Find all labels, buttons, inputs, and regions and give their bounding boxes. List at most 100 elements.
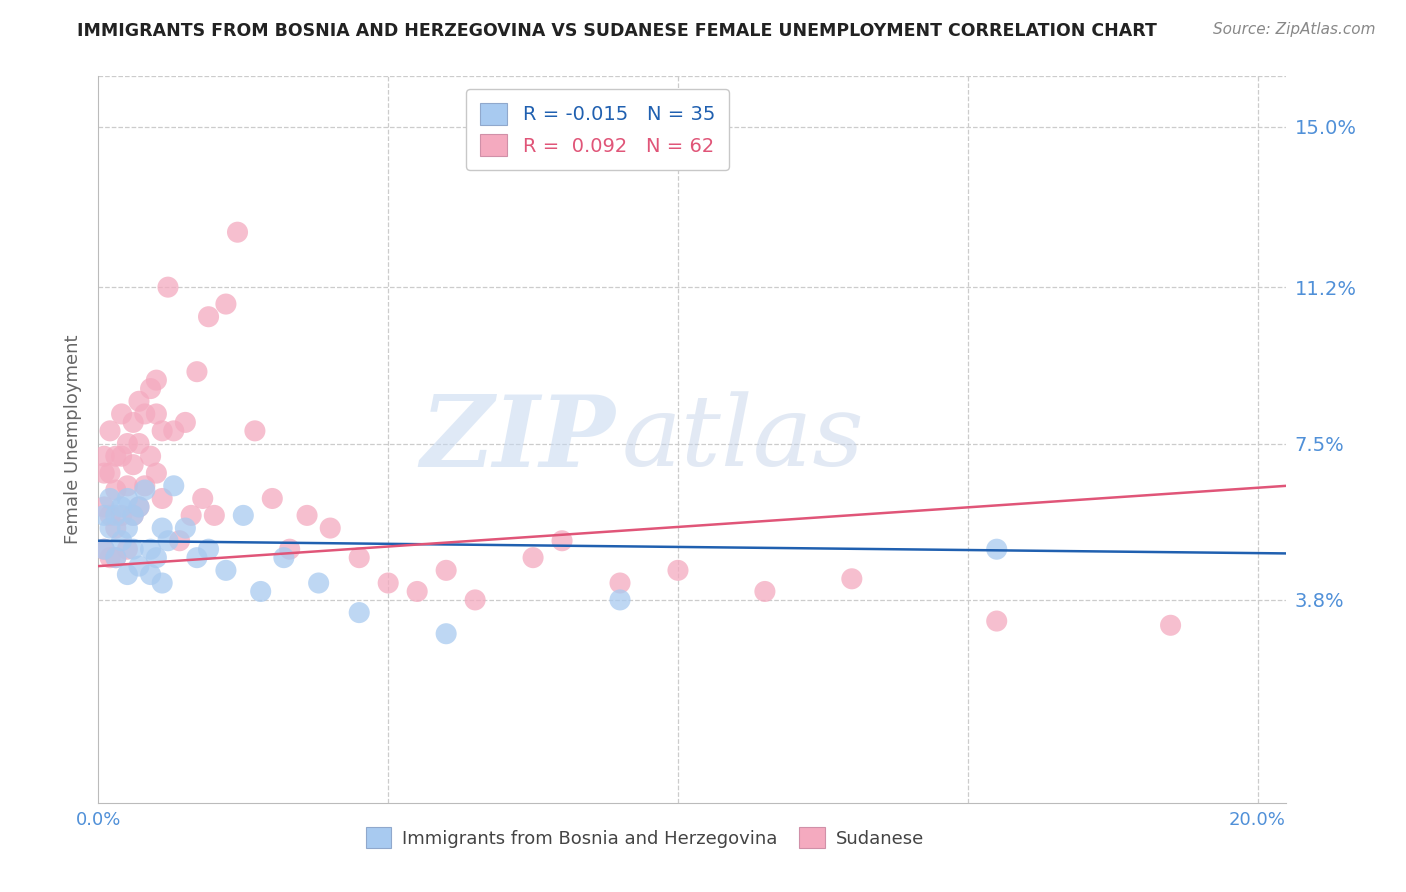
Point xyxy=(295,508,318,523)
Point xyxy=(145,466,167,480)
Point xyxy=(197,310,219,324)
Point xyxy=(156,280,179,294)
Point xyxy=(150,491,173,506)
Point xyxy=(104,449,127,463)
Point xyxy=(202,508,225,523)
Point xyxy=(186,550,208,565)
Point xyxy=(464,593,486,607)
Point xyxy=(139,382,162,396)
Point xyxy=(197,542,219,557)
Point xyxy=(104,483,127,497)
Text: IMMIGRANTS FROM BOSNIA AND HERZEGOVINA VS SUDANESE FEMALE UNEMPLOYMENT CORRELATI: IMMIGRANTS FROM BOSNIA AND HERZEGOVINA V… xyxy=(77,22,1157,40)
Point xyxy=(150,521,173,535)
Point xyxy=(117,542,139,557)
Point xyxy=(249,584,271,599)
Point xyxy=(139,542,162,557)
Point xyxy=(215,297,238,311)
Point xyxy=(122,508,145,523)
Point xyxy=(128,500,150,514)
Point xyxy=(156,533,179,548)
Point xyxy=(98,466,121,480)
Point xyxy=(226,225,249,239)
Point xyxy=(110,449,132,463)
Point xyxy=(232,508,254,523)
Point xyxy=(104,550,127,565)
Point xyxy=(174,521,197,535)
Point xyxy=(98,550,121,565)
Point xyxy=(139,567,162,582)
Point xyxy=(122,458,145,472)
Point xyxy=(117,567,139,582)
Point xyxy=(110,508,132,523)
Point xyxy=(169,533,191,548)
Point xyxy=(110,533,132,548)
Point xyxy=(145,373,167,387)
Point xyxy=(186,365,208,379)
Point xyxy=(434,626,457,640)
Point xyxy=(110,407,132,421)
Point xyxy=(273,550,295,565)
Point xyxy=(278,542,301,557)
Point xyxy=(522,550,544,565)
Point xyxy=(104,521,127,535)
Point xyxy=(104,550,127,565)
Point xyxy=(104,508,127,523)
Point xyxy=(434,563,457,577)
Legend: Immigrants from Bosnia and Herzegovina, Sudanese: Immigrants from Bosnia and Herzegovina, … xyxy=(359,821,931,855)
Text: ZIP: ZIP xyxy=(420,391,616,488)
Point xyxy=(262,491,284,506)
Point xyxy=(319,521,342,535)
Point xyxy=(117,491,139,506)
Text: Source: ZipAtlas.com: Source: ZipAtlas.com xyxy=(1212,22,1375,37)
Point xyxy=(666,563,689,577)
Point xyxy=(163,424,186,438)
Point xyxy=(308,576,330,591)
Point xyxy=(117,436,139,450)
Point xyxy=(128,394,150,409)
Point xyxy=(377,576,399,591)
Y-axis label: Female Unemployment: Female Unemployment xyxy=(63,334,82,544)
Point xyxy=(150,424,173,438)
Point xyxy=(93,508,115,523)
Point xyxy=(93,542,115,557)
Point xyxy=(128,559,150,574)
Point xyxy=(134,407,156,421)
Point xyxy=(93,500,115,514)
Point xyxy=(98,521,121,535)
Point xyxy=(841,572,863,586)
Point xyxy=(347,606,370,620)
Point xyxy=(93,449,115,463)
Point xyxy=(117,521,139,535)
Point xyxy=(98,424,121,438)
Point xyxy=(110,500,132,514)
Point xyxy=(134,479,156,493)
Point xyxy=(1160,618,1182,632)
Point xyxy=(609,576,631,591)
Point xyxy=(163,479,186,493)
Point xyxy=(128,436,150,450)
Point xyxy=(174,416,197,430)
Point xyxy=(986,614,1008,628)
Point xyxy=(406,584,429,599)
Point xyxy=(93,466,115,480)
Point xyxy=(98,491,121,506)
Point xyxy=(122,416,145,430)
Point xyxy=(551,533,574,548)
Point xyxy=(609,593,631,607)
Point xyxy=(128,500,150,514)
Point xyxy=(139,449,162,463)
Point xyxy=(191,491,214,506)
Point xyxy=(122,542,145,557)
Point xyxy=(134,483,156,497)
Point xyxy=(215,563,238,577)
Point xyxy=(243,424,266,438)
Point xyxy=(347,550,370,565)
Point xyxy=(93,542,115,557)
Point xyxy=(117,479,139,493)
Point xyxy=(754,584,776,599)
Point xyxy=(986,542,1008,557)
Point xyxy=(145,550,167,565)
Point xyxy=(122,508,145,523)
Point xyxy=(150,576,173,591)
Point xyxy=(180,508,202,523)
